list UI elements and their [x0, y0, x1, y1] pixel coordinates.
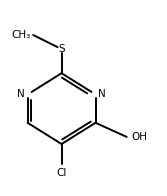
Text: N: N: [17, 89, 25, 99]
Text: S: S: [58, 44, 65, 54]
Text: OH: OH: [131, 132, 147, 142]
Text: N: N: [98, 89, 106, 99]
Text: CH₃: CH₃: [11, 30, 30, 40]
Text: Cl: Cl: [56, 168, 67, 178]
